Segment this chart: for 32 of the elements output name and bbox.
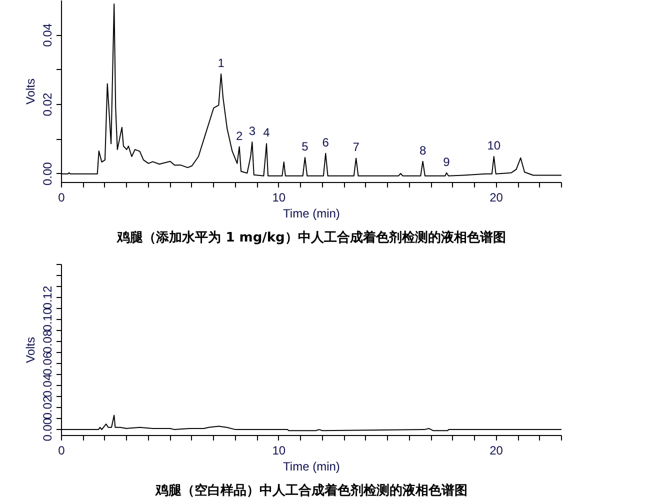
y-tick-label: 0.00 (40, 162, 54, 186)
y-tick-label: 0.12 (40, 286, 54, 310)
y-axis-title: Volts (24, 336, 38, 364)
x-tick-label: 0 (58, 444, 66, 458)
x-axis-title: Time (min) (283, 206, 340, 220)
y-tick-label: 0.06 (40, 352, 54, 376)
text: 鸡腿（添加水平为 1 mg/kg）中人工合成着色剂检测的液相色谱图 (116, 230, 506, 246)
annotation: 3 (248, 124, 256, 138)
y-tick-label: 0.10 (40, 308, 54, 332)
x-axis-title: Time (min) (283, 460, 340, 474)
annotation: 4 (263, 126, 270, 140)
annotation: 6 (322, 135, 330, 150)
annotation: 5 (302, 140, 309, 154)
y-axis-title: Volts (24, 78, 38, 105)
y-tick-label: 0.04 (40, 374, 54, 398)
annotation: 1 (218, 56, 225, 70)
x-tick-label: 20 (490, 190, 504, 204)
y-tick-label: 0.02 (40, 92, 54, 116)
text: 鸡腿（空白样品）中人工合成着色剂检测的液相色谱图 (154, 482, 468, 498)
annotation: 8 (419, 143, 426, 158)
y-tick-label: 0.00 (40, 418, 54, 442)
annotation: 9 (443, 154, 450, 169)
x-tick-label: 10 (272, 190, 286, 204)
x-tick-label: 10 (272, 444, 286, 458)
y-tick-label: 0.02 (40, 396, 54, 420)
annotation: 10 (487, 138, 501, 152)
annotation: 7 (352, 140, 360, 154)
y-tick-label: 0.04 (40, 23, 54, 47)
y-tick-label: 0.08 (40, 330, 54, 354)
x-tick-label: 0 (58, 190, 66, 204)
annotation: 2 (236, 128, 243, 143)
x-tick-label: 20 (490, 444, 504, 458)
